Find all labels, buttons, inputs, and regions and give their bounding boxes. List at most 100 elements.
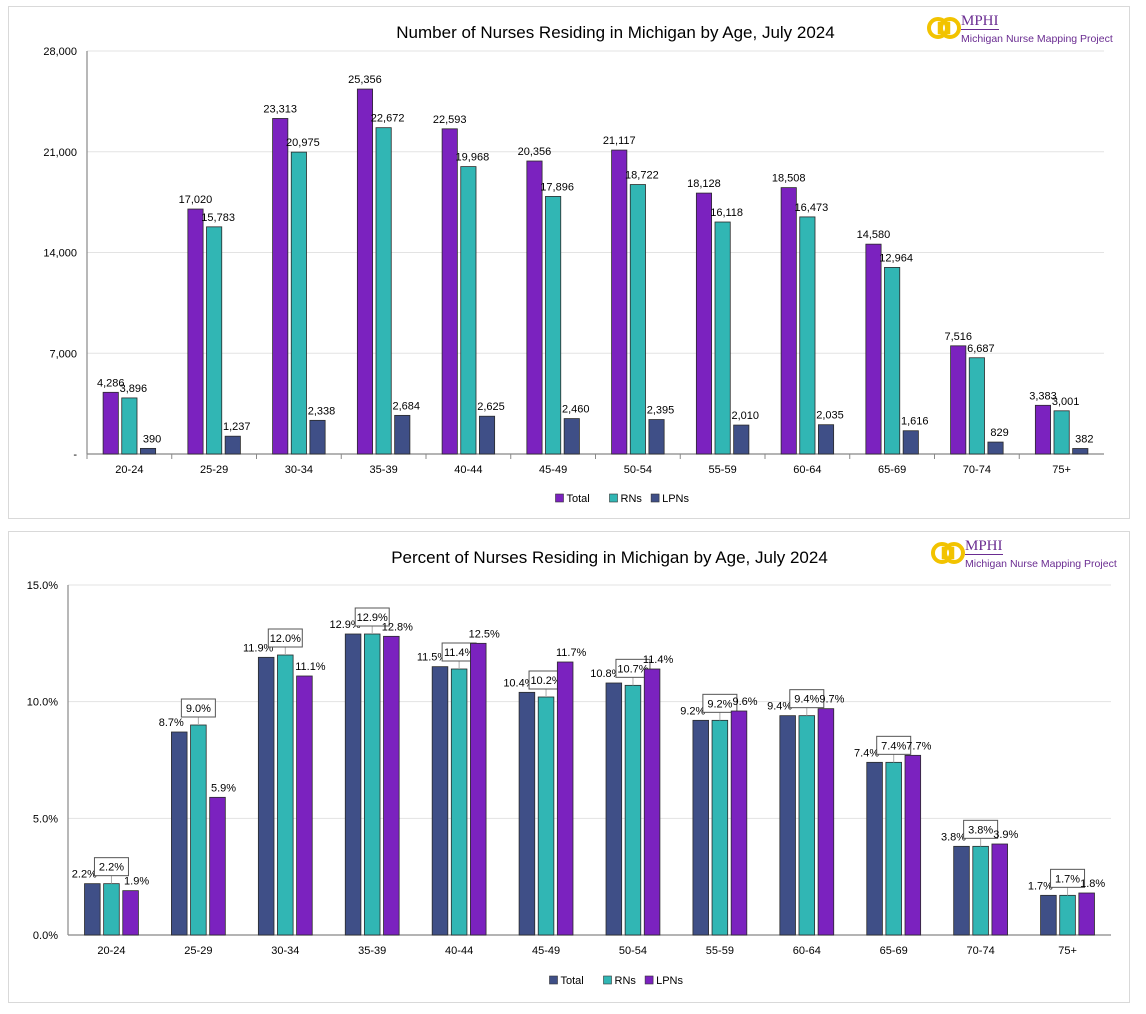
x-tick-label: 35-39 xyxy=(358,945,386,957)
data-label-box xyxy=(93,857,129,877)
y-tick-label: 10.0% xyxy=(27,697,58,709)
mphi-logo: MPHI Michigan Nurse Mapping Project xyxy=(927,11,1127,51)
data-label: 12.9% xyxy=(357,612,388,624)
x-tick-label: 60-64 xyxy=(793,464,821,476)
bar-total xyxy=(950,345,967,455)
legend-swatch-lpns xyxy=(644,975,654,985)
data-label: 14,580 xyxy=(857,229,891,241)
data-label-box xyxy=(789,689,825,709)
data-label: 2,395 xyxy=(647,405,675,417)
bar-total xyxy=(780,187,797,455)
data-label: 11.4% xyxy=(444,647,475,659)
data-label: 3,896 xyxy=(120,383,148,395)
legend-swatch-lpns xyxy=(650,493,660,503)
bar-rns xyxy=(545,196,562,455)
data-label: 22,593 xyxy=(433,114,467,126)
data-label-box xyxy=(963,819,999,839)
x-tick-label: 50-54 xyxy=(624,464,652,476)
bar-rns xyxy=(968,357,985,455)
data-label: 22,672 xyxy=(371,113,405,125)
x-tick-label: 55-59 xyxy=(706,945,734,957)
mphi-logo-icon xyxy=(931,542,965,564)
data-label: 2,338 xyxy=(308,405,336,417)
data-label: 1,237 xyxy=(223,421,251,433)
legend-label-lpns: LPNs xyxy=(656,975,683,987)
bar-lpns xyxy=(902,430,919,455)
y-tick-label: - xyxy=(73,449,77,461)
data-label: 3.9% xyxy=(993,829,1018,841)
legend-swatch-total xyxy=(555,493,564,503)
data-label: 10.4% xyxy=(503,677,534,689)
bar-lpns xyxy=(817,424,835,455)
data-label: 2,684 xyxy=(393,400,421,412)
bar-lpns xyxy=(1072,448,1089,455)
data-label: 829 xyxy=(990,427,1008,439)
bar-rns xyxy=(363,633,381,936)
data-label: 11.4% xyxy=(643,654,674,666)
data-label: 10.7% xyxy=(617,663,648,675)
x-tick-label: 30-34 xyxy=(271,945,299,957)
bar-lpns xyxy=(394,414,411,455)
bar-rns xyxy=(277,654,294,936)
y-tick-label: 5.0% xyxy=(33,813,58,825)
bar-rns xyxy=(1059,894,1076,936)
data-label: 1,616 xyxy=(901,416,929,428)
data-label: 9.7% xyxy=(819,694,844,706)
data-label: 7.4% xyxy=(854,747,879,759)
x-tick-label: 65-69 xyxy=(880,945,908,957)
bar-rns xyxy=(624,684,642,936)
x-tick-label: 75+ xyxy=(1052,464,1071,476)
bar-total xyxy=(695,192,713,455)
data-label: 7.4% xyxy=(881,740,906,752)
x-tick-label: 20-24 xyxy=(115,464,143,476)
data-label: 16,118 xyxy=(710,207,743,219)
data-label: 2,625 xyxy=(477,401,505,413)
data-label: 10.8% xyxy=(590,668,621,680)
data-label-box xyxy=(180,698,216,718)
mphi-logo-icon xyxy=(927,17,961,39)
data-label: 1.9% xyxy=(124,876,149,888)
data-label: 17,020 xyxy=(179,194,213,206)
bar-lpns xyxy=(643,668,661,936)
x-tick-label: 25-29 xyxy=(184,945,212,957)
logo-name: MPHI xyxy=(965,538,1003,555)
bar-lpns xyxy=(648,419,665,455)
data-label: 15,783 xyxy=(201,212,235,224)
bar-total xyxy=(171,731,188,936)
bar-lpns xyxy=(224,435,241,455)
bar-total xyxy=(526,160,543,455)
bar-total xyxy=(356,88,374,455)
data-label: 12.5% xyxy=(469,628,500,640)
legend-swatch-rns xyxy=(609,493,618,503)
bar-total xyxy=(605,682,623,936)
bar-rns xyxy=(206,226,223,455)
bar-total xyxy=(865,243,882,455)
bar-rns xyxy=(290,151,307,455)
y-tick-label: 0.0% xyxy=(33,930,58,942)
bar-lpns xyxy=(296,675,313,936)
bar-total xyxy=(1034,404,1052,455)
mphi-logo: MPHI Michigan Nurse Mapping Project xyxy=(931,536,1131,576)
bar-rns xyxy=(450,668,468,936)
bar-total xyxy=(441,128,458,455)
x-tick-label: 35-39 xyxy=(370,464,398,476)
x-tick-label: 40-44 xyxy=(445,945,473,957)
x-tick-label: 70-74 xyxy=(967,945,995,957)
bar-lpns xyxy=(470,642,487,936)
bar-rns xyxy=(714,221,731,455)
data-label: 1.7% xyxy=(1028,880,1053,892)
data-label: 11.7% xyxy=(556,647,587,659)
x-tick-label: 60-64 xyxy=(793,945,821,957)
bar-lpns xyxy=(309,419,326,455)
x-tick-label: 65-69 xyxy=(878,464,906,476)
data-label-box xyxy=(615,658,651,678)
logo-subtitle: Michigan Nurse Mapping Project xyxy=(961,33,1113,45)
data-label: 3,383 xyxy=(1029,390,1057,402)
data-label: 12.9% xyxy=(329,619,360,631)
data-label: 2,460 xyxy=(562,404,590,416)
data-label: 20,356 xyxy=(518,146,552,158)
legend-swatch-rns xyxy=(603,975,612,985)
bar-rns xyxy=(103,883,120,936)
y-tick-label: 15.0% xyxy=(27,580,58,592)
bar-rns xyxy=(375,127,392,455)
